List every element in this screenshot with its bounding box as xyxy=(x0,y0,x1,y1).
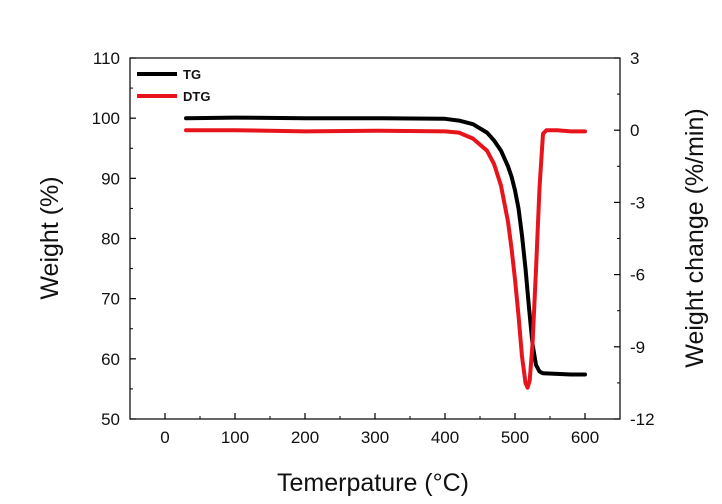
y-left-tick-label: 90 xyxy=(101,169,120,188)
y-left-tick-label: 50 xyxy=(101,410,120,429)
axes: 0 100 200 300 400 500 600 50 60 70 80 90 100 110 -12 -9… xyxy=(92,49,655,447)
legend: TG DTG xyxy=(137,67,210,104)
y-left-tick-label: 110 xyxy=(93,49,120,68)
y-axis-left-title: Weight (%) xyxy=(36,176,64,299)
x-axis-title: Temerpature (°C) xyxy=(277,469,469,497)
y-right-tick-label: 3 xyxy=(630,49,639,68)
x-tick-label: 500 xyxy=(501,428,529,447)
y-left-tick-label: 60 xyxy=(101,350,120,369)
plot-frame xyxy=(129,57,621,420)
x-tick-label: 0 xyxy=(160,428,169,447)
x-tick-label: 400 xyxy=(431,428,459,447)
series-line-dtg xyxy=(184,128,587,390)
y-left-tick-label: 100 xyxy=(92,109,120,128)
legend-label-dtg: DTG xyxy=(183,89,210,104)
y-axis-right-title: Weight change (%/min) xyxy=(681,108,709,367)
y-right-tick-label: 0 xyxy=(630,121,639,140)
y-right-tick-label: -9 xyxy=(630,338,645,357)
y-right-tick-label: -3 xyxy=(630,193,645,212)
x-tick-label: 300 xyxy=(361,428,389,447)
y-right-tick-label: -12 xyxy=(630,410,655,429)
legend-label-tg: TG xyxy=(183,67,201,82)
y-left-tick-label: 80 xyxy=(101,230,120,249)
x-tick-label: 600 xyxy=(571,428,599,447)
y-left-tick-label: 70 xyxy=(101,290,120,309)
x-tick-label: 100 xyxy=(221,428,249,447)
series-line-tg xyxy=(184,115,587,377)
x-tick-label: 200 xyxy=(291,428,319,447)
y-right-tick-label: -6 xyxy=(630,266,645,285)
plot-area xyxy=(184,115,587,390)
